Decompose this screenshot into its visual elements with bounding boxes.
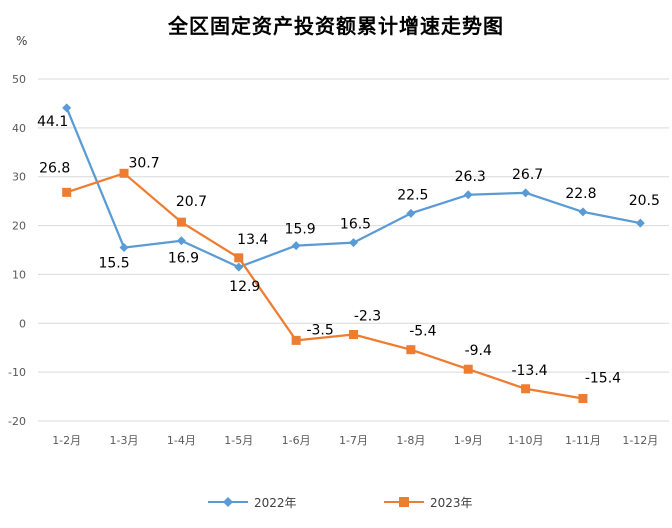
y-tick-label: 30 [12,171,26,184]
data-point-marker [406,345,416,355]
data-label: 22.5 [397,187,428,203]
x-tick-label: 1-7月 [339,434,368,447]
data-point-marker [176,217,186,227]
x-tick-label: 1-9月 [454,434,483,447]
data-point-marker [521,384,531,394]
y-tick-label: 0 [19,317,26,330]
data-label: -13.4 [511,363,547,379]
data-label: -2.3 [354,309,381,325]
legend-item-2023: 2023年 [384,490,473,514]
x-tick-label: 1-3月 [110,434,139,447]
data-label: 16.5 [340,217,371,233]
data-label: 26.8 [39,160,70,176]
data-point-marker [578,207,588,217]
data-point-marker [578,394,588,404]
x-tick-label: 1-10月 [508,434,544,447]
data-point-marker [406,208,416,218]
data-label: 16.9 [168,251,199,267]
legend-item-2022: 2022年 [208,490,297,514]
y-tick-label: -20 [8,415,26,428]
data-point-marker [291,241,301,251]
data-point-marker [349,330,358,340]
data-point-marker [62,103,72,113]
data-point-marker [463,364,473,374]
data-label: 22.8 [565,186,596,202]
data-labels: 44.1 15.5 16.9 12.9 15.9 16.5 22.5 26.3 26.7 22.8… [37,114,660,387]
y-tick-label: 20 [12,220,26,233]
data-label: 12.9 [229,279,260,295]
data-point-marker [119,243,129,253]
x-tick-label: 1-11月 [565,434,601,447]
data-label: 30.7 [128,155,159,171]
x-tick-label: 1-12月 [622,434,658,447]
data-label: -9.4 [465,343,492,359]
data-label: -15.4 [585,371,621,387]
legend-swatch-2023 [384,497,424,507]
series-line-1 [66,172,584,400]
x-tick-label: 1-6月 [282,434,311,447]
data-point-marker [176,236,186,246]
data-point-marker [521,188,531,198]
data-label: 20.5 [629,193,660,209]
data-point-marker [635,218,645,228]
data-label: 26.3 [455,169,486,185]
data-point-marker [234,262,244,272]
x-tick-label: 1-5月 [224,434,253,447]
data-label: 44.1 [37,114,68,130]
data-point-marker [349,238,358,248]
legend-label-2023: 2023年 [430,495,473,510]
legend: 2022年 2023年 [0,490,672,514]
data-label: 26.7 [512,167,543,183]
data-label: -3.5 [306,322,333,338]
data-label: 13.4 [237,232,268,248]
data-label: 15.5 [98,256,129,272]
data-point-marker [463,190,473,200]
x-tick-label: 1-8月 [396,434,425,447]
data-point-marker [62,187,72,197]
data-point-marker [291,335,301,345]
y-tick-label: 40 [12,122,26,135]
data-point-marker [119,168,129,178]
x-axis-ticks: 1-2月 1-3月 1-4月 1-5月 1-6月 1-7月 1-8月 1-9月 1-10月 1-1… [52,434,658,447]
y-axis-unit: % [16,34,28,48]
legend-swatch-2022 [208,497,248,507]
gridlines [38,78,669,422]
data-label: 20.7 [176,194,207,210]
y-tick-label: -10 [8,366,26,379]
series-group [62,103,645,404]
legend-label-2022: 2022年 [254,495,297,510]
y-tick-label: 50 [12,73,26,86]
data-label: 15.9 [285,222,316,238]
data-point-marker [234,253,244,263]
chart-title: 全区固定资产投资额累计增速走势图 [168,14,504,38]
y-axis-ticks: -20 -10 0 10 20 30 40 50 [8,73,26,428]
y-tick-label: 10 [12,268,26,281]
x-tick-label: 1-2月 [52,434,81,447]
data-label: -5.4 [409,324,436,340]
x-tick-label: 1-4月 [167,434,196,447]
